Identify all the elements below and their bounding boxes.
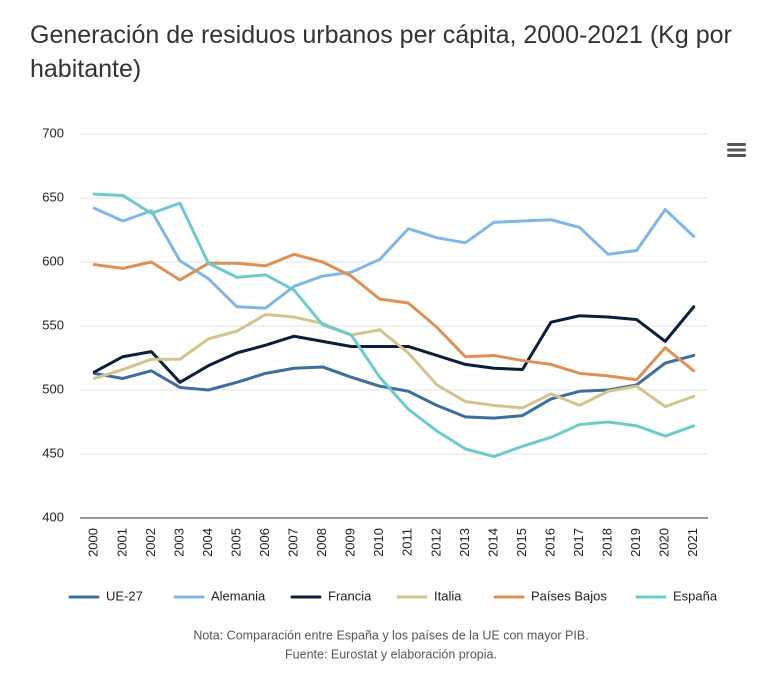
series-line — [92, 353, 696, 420]
x-tick-label: 2003 — [171, 528, 186, 557]
y-tick-label: 550 — [42, 317, 64, 332]
x-tick-label: 2004 — [200, 528, 215, 557]
source: Fuente: Eurostat y elaboración propia. — [285, 647, 497, 661]
x-tick-label: 2000 — [86, 528, 101, 557]
y-tick-label: 400 — [42, 509, 64, 524]
y-tick-label: 700 — [42, 125, 64, 140]
menu-button[interactable] — [727, 143, 746, 157]
x-tick-label: 2007 — [286, 528, 301, 557]
x-tick-label: 2016 — [542, 528, 557, 557]
x-tick-label: 2010 — [371, 528, 386, 557]
menu-bar[interactable] — [727, 154, 746, 157]
x-tick-label: 2009 — [343, 528, 358, 557]
legend-label: Italia — [434, 588, 462, 603]
x-tick-label: 2019 — [628, 528, 643, 557]
menu-bar[interactable] — [727, 143, 746, 146]
legend-label: Francia — [328, 588, 372, 603]
x-tick-label: 2014 — [485, 528, 500, 557]
chart-title: Generación de residuos urbanos per cápit… — [30, 21, 732, 83]
x-tick-label: 2005 — [228, 528, 243, 557]
x-tick-label: 2001 — [114, 528, 129, 557]
x-tick-label: 2018 — [600, 528, 615, 557]
legend-label: Alemania — [211, 588, 266, 603]
legend-label: Países Bajos — [531, 588, 607, 603]
x-tick-label: 2017 — [571, 528, 586, 557]
y-tick-label: 450 — [42, 445, 64, 460]
y-tick-label: 500 — [42, 381, 64, 396]
x-tick-label: 2012 — [428, 528, 443, 557]
y-tick-label: 600 — [42, 253, 64, 268]
menu-bar[interactable] — [727, 148, 746, 152]
series-line — [92, 312, 696, 410]
x-tick-label: 2011 — [400, 528, 415, 556]
x-tick-label: 2002 — [143, 528, 158, 557]
note: Nota: Comparación entre España y los paí… — [193, 628, 588, 642]
series-line — [92, 252, 696, 382]
x-tick-label: 2015 — [514, 528, 529, 557]
x-tick-label: 2021 — [685, 528, 700, 557]
x-tick-label: 2020 — [657, 528, 672, 557]
legend-label: España — [673, 588, 718, 603]
x-tick-label: 2013 — [457, 528, 472, 557]
x-tick-label: 2008 — [314, 528, 329, 557]
series-line — [92, 305, 696, 384]
y-tick-label: 650 — [42, 189, 64, 204]
x-tick-label: 2006 — [257, 528, 272, 557]
series-line — [92, 192, 696, 459]
legend-label: UE-27 — [106, 588, 143, 603]
series-line — [92, 206, 696, 310]
